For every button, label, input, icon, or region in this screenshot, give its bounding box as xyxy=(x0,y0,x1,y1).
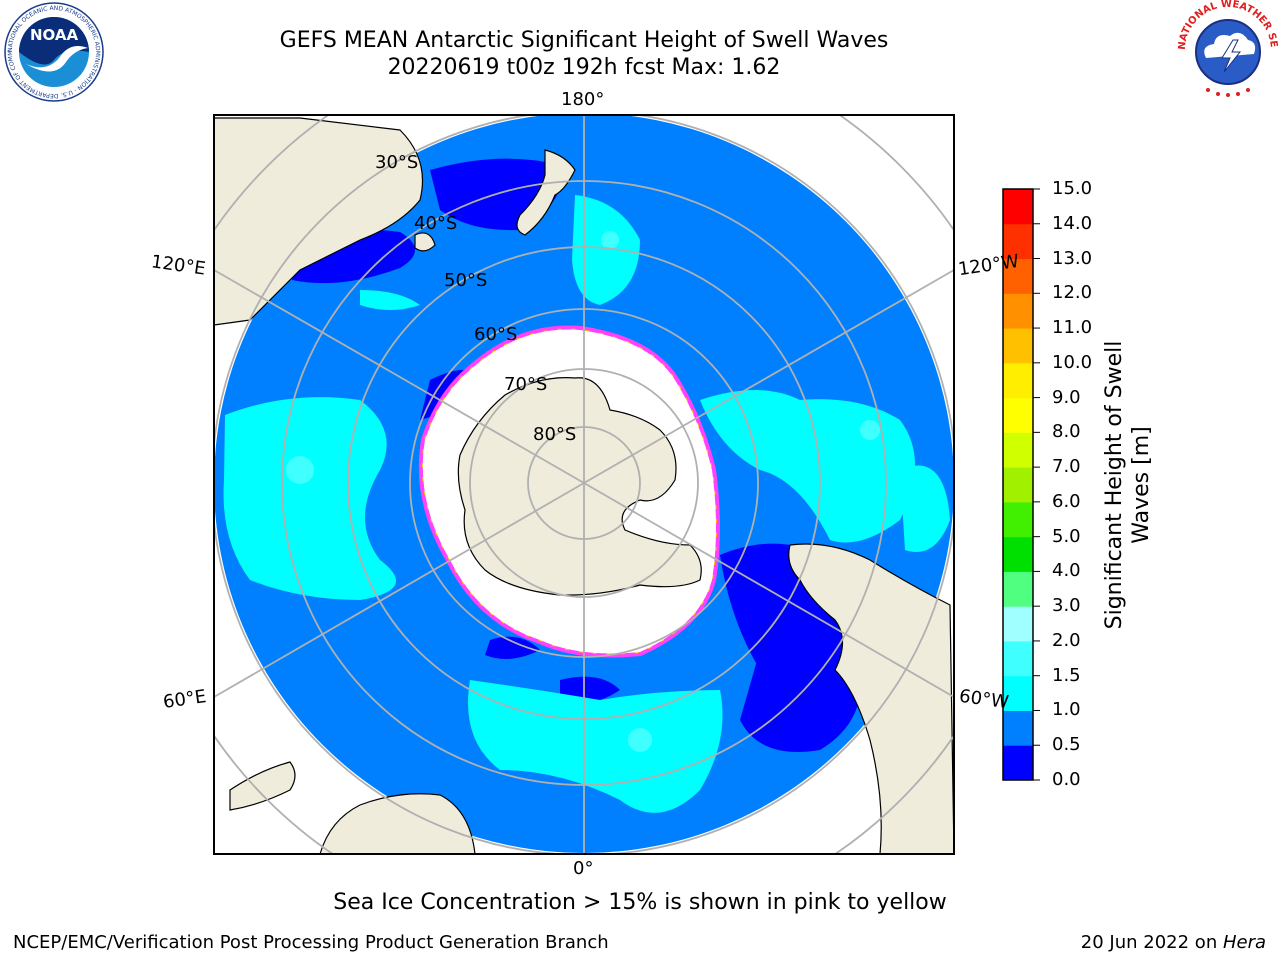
colorbar-tick-label: 7.0 xyxy=(1052,456,1081,478)
colorbar-tick-label: 8.0 xyxy=(1052,421,1081,443)
colorbar-segment xyxy=(1003,223,1033,260)
colorbar-tick-label: 1.5 xyxy=(1052,664,1081,686)
new-zealand xyxy=(516,149,576,236)
colorbar-tick-label: 6.0 xyxy=(1052,490,1081,512)
colorbar-tick-label: 14.0 xyxy=(1052,212,1093,234)
colorbar-segment xyxy=(1003,258,1033,294)
madagascar xyxy=(229,761,296,811)
colorbar-tick-label: 11.0 xyxy=(1052,317,1093,339)
colorbar-segment xyxy=(1003,397,1033,433)
south-america xyxy=(788,543,954,854)
lat-label-40s: 40°S xyxy=(414,213,458,234)
colorbar-segment xyxy=(1003,293,1033,329)
colorbar-tick-label: 10.0 xyxy=(1052,351,1093,373)
nws-logo: NATIONAL WEATHER SERVICE xyxy=(1178,0,1278,99)
colorbar-segment xyxy=(1003,675,1033,711)
colorbar-tick-label: 9.0 xyxy=(1052,386,1081,408)
colorbar-segment xyxy=(1003,710,1033,746)
colorbar-tick-label: 12.0 xyxy=(1052,282,1093,304)
colorbar-segment xyxy=(1003,362,1033,399)
chart-subtitle: 20220619 t00z 192h fcst Max: 1.62 xyxy=(387,55,781,80)
sea-ice-note: Sea Ice Concentration > 15% is shown in … xyxy=(333,890,947,915)
colorbar-segment xyxy=(1003,571,1033,607)
colorbar-tick-label: 3.0 xyxy=(1052,595,1081,617)
colorbar-segment xyxy=(1003,501,1033,538)
lon-label-180: 180° xyxy=(561,89,605,110)
colorbar-tick-label: 4.0 xyxy=(1052,560,1081,582)
colorbar-segment xyxy=(1003,432,1033,468)
lon-label-0: 0° xyxy=(573,858,594,879)
lat-label-80s: 80°S xyxy=(533,424,577,445)
footer-date: 20 Jun 2022 on Hera xyxy=(1080,932,1266,953)
colorbar-tick-label: 1.0 xyxy=(1052,699,1081,721)
africa xyxy=(319,793,476,854)
map-frame xyxy=(213,114,955,855)
lat-label-60s: 60°S xyxy=(474,324,518,345)
colorbar-tick-label: 5.0 xyxy=(1052,525,1081,547)
footer-host: Hera xyxy=(1222,932,1266,953)
graticule xyxy=(214,115,954,854)
svg-text:NOAA: NOAA xyxy=(30,26,79,44)
colorbar-tick-label: 13.0 xyxy=(1052,247,1093,269)
colorbar-tick-label: 15.0 xyxy=(1052,178,1093,199)
colorbar-tick-label: 2.0 xyxy=(1052,629,1081,651)
noaa-logo: NATIONAL OCEANIC AND ATMOSPHERIC ADMINIS… xyxy=(4,2,104,102)
colorbar-tick-label: 0.0 xyxy=(1052,769,1081,790)
lat-label-50s: 50°S xyxy=(444,270,488,291)
chart-title: GEFS MEAN Antarctic Significant Height o… xyxy=(279,28,889,53)
colorbar-segment xyxy=(1003,189,1033,225)
lat-label-70s: 70°S xyxy=(504,374,548,395)
colorbar-segment xyxy=(1003,640,1033,677)
colorbar-segment xyxy=(1003,328,1033,364)
colorbar xyxy=(1003,189,1033,781)
footer-branch: NCEP/EMC/Verification Post Processing Pr… xyxy=(13,932,609,953)
colorbar-segment xyxy=(1003,606,1033,642)
lat-label-30s: 30°S xyxy=(375,152,419,173)
colorbar-segment xyxy=(1003,536,1033,572)
colorbar-segment xyxy=(1003,467,1033,503)
colorbar-tick-label: 0.5 xyxy=(1052,734,1081,756)
colorbar-segment xyxy=(1003,745,1033,781)
